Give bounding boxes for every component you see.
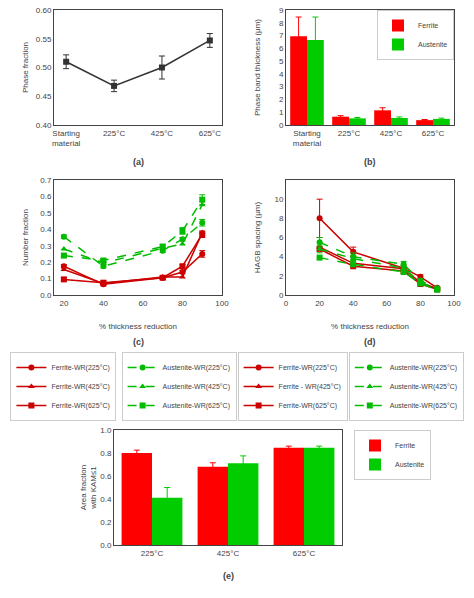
svg-text:225°C: 225°C — [141, 549, 164, 558]
svg-text:100: 100 — [215, 299, 229, 308]
svg-text:0.60: 0.60 — [36, 6, 52, 15]
svg-text:(d): (d) — [364, 337, 376, 347]
svg-text:10: 10 — [274, 195, 283, 204]
svg-text:5: 5 — [279, 57, 284, 66]
svg-text:0.8: 0.8 — [100, 449, 112, 458]
svg-text:(a): (a) — [133, 157, 144, 167]
svg-text:0.2: 0.2 — [40, 258, 52, 267]
svg-text:0.45: 0.45 — [36, 92, 52, 101]
svg-text:225°C: 225°C — [103, 129, 126, 138]
svg-text:2: 2 — [279, 272, 284, 281]
svg-text:Austenite-WR(625°C): Austenite-WR(625°C) — [390, 402, 457, 410]
svg-text:8: 8 — [279, 214, 284, 223]
svg-text:Ferrite-WR(625°C): Ferrite-WR(625°C) — [51, 402, 109, 410]
svg-text:Austenite-WR(625°C): Austenite-WR(625°C) — [163, 402, 230, 410]
svg-text:0.7: 0.7 — [40, 176, 52, 185]
svg-text:Startingmaterial: Startingmaterial — [293, 129, 322, 148]
svg-text:0.2: 0.2 — [100, 518, 112, 527]
svg-text:Austenite: Austenite — [395, 461, 424, 468]
svg-text:0: 0 — [284, 299, 289, 308]
svg-text:20: 20 — [315, 299, 324, 308]
svg-text:Austenite-WR(225°C): Austenite-WR(225°C) — [390, 364, 457, 372]
svg-text:0.40: 0.40 — [36, 121, 52, 130]
svg-text:1: 1 — [279, 108, 284, 117]
svg-text:100: 100 — [447, 299, 461, 308]
svg-text:0.3: 0.3 — [40, 242, 52, 251]
svg-text:Austenite-WR(425°C): Austenite-WR(425°C) — [390, 383, 457, 391]
svg-text:1.0: 1.0 — [100, 426, 112, 435]
svg-text:7: 7 — [279, 31, 284, 40]
svg-text:0.0: 0.0 — [40, 291, 52, 300]
svg-text:2: 2 — [279, 95, 284, 104]
svg-text:% thickness reduction: % thickness reduction — [331, 322, 409, 331]
svg-text:425°C: 425°C — [217, 549, 240, 558]
svg-text:0.4: 0.4 — [40, 225, 52, 234]
svg-text:0.50: 0.50 — [36, 63, 52, 72]
svg-text:425°C: 425°C — [380, 129, 403, 138]
svg-text:425°C: 425°C — [151, 129, 174, 138]
svg-text:625°C: 625°C — [293, 549, 316, 558]
svg-text:0.5: 0.5 — [40, 209, 52, 218]
svg-text:(c): (c) — [133, 337, 144, 347]
svg-text:0.0: 0.0 — [100, 541, 112, 550]
svg-text:Ferrite - WR(425°C): Ferrite - WR(425°C) — [279, 383, 341, 391]
svg-text:(e): (e) — [223, 571, 234, 581]
svg-text:Ferrite-WR(625°C): Ferrite-WR(625°C) — [279, 402, 337, 410]
svg-text:Austenite: Austenite — [418, 41, 447, 48]
svg-text:6: 6 — [279, 44, 284, 53]
svg-text:80: 80 — [178, 299, 187, 308]
svg-text:4: 4 — [279, 70, 284, 79]
svg-text:625°C: 625°C — [199, 129, 222, 138]
svg-text:Austenite-WR(225°C): Austenite-WR(225°C) — [163, 364, 230, 372]
svg-text:Phase band thickness (μm): Phase band thickness (μm) — [253, 19, 262, 116]
svg-text:60: 60 — [382, 299, 391, 308]
svg-text:Phase fraction: Phase fraction — [21, 42, 30, 93]
svg-text:80: 80 — [416, 299, 425, 308]
svg-text:Startingmaterial: Startingmaterial — [52, 129, 81, 148]
svg-text:HAGB spacing (μm): HAGB spacing (μm) — [253, 202, 262, 274]
svg-text:20: 20 — [59, 299, 68, 308]
svg-text:0.55: 0.55 — [36, 35, 52, 44]
svg-text:60: 60 — [138, 299, 147, 308]
svg-text:3: 3 — [279, 82, 284, 91]
svg-text:Number fraction: Number fraction — [21, 209, 30, 266]
svg-text:0: 0 — [279, 121, 284, 130]
svg-text:6: 6 — [279, 233, 284, 242]
svg-text:Austenite-WR(425°C): Austenite-WR(425°C) — [163, 383, 230, 391]
svg-text:(b): (b) — [364, 157, 376, 167]
svg-text:Ferrite: Ferrite — [395, 442, 415, 449]
svg-text:9: 9 — [279, 6, 284, 15]
svg-text:0.4: 0.4 — [100, 495, 112, 504]
svg-text:225°C: 225°C — [338, 129, 361, 138]
svg-text:8: 8 — [279, 19, 284, 28]
svg-text:4: 4 — [279, 252, 284, 261]
svg-text:625°C: 625°C — [422, 129, 445, 138]
svg-text:Ferrite-WR(425°C): Ferrite-WR(425°C) — [51, 383, 109, 391]
svg-text:Ferrite-WR(225°C): Ferrite-WR(225°C) — [51, 364, 109, 372]
svg-text:% thickness reduction: % thickness reduction — [99, 322, 177, 331]
svg-text:0.1: 0.1 — [40, 274, 52, 283]
svg-text:0.6: 0.6 — [40, 192, 52, 201]
svg-text:0.6: 0.6 — [100, 472, 112, 481]
svg-text:40: 40 — [349, 299, 358, 308]
svg-text:Ferrite: Ferrite — [418, 22, 438, 29]
svg-text:Area fractionwith KAM≤1: Area fractionwith KAM≤1 — [79, 465, 98, 510]
svg-text:Ferrite-WR(225°C): Ferrite-WR(225°C) — [279, 364, 337, 372]
svg-text:0: 0 — [279, 291, 284, 300]
svg-text:40: 40 — [99, 299, 108, 308]
